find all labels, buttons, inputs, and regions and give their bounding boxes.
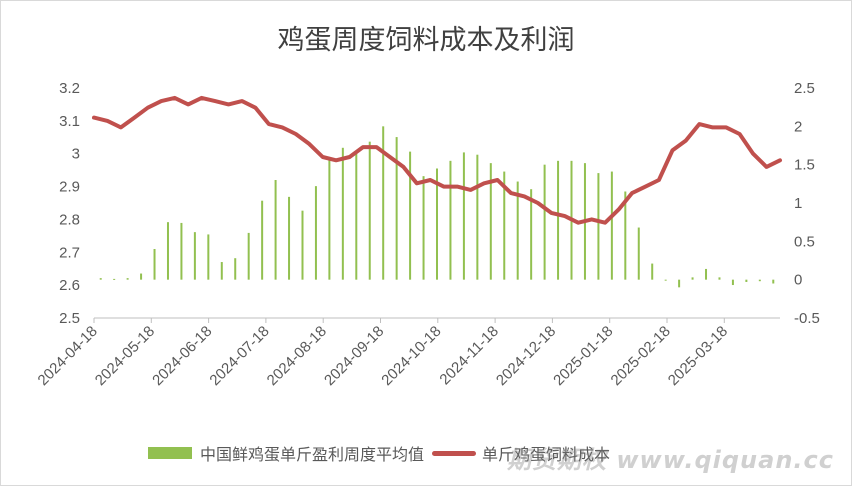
- bar: [436, 168, 438, 280]
- bar: [691, 277, 694, 280]
- bar: [261, 200, 264, 280]
- bar: [422, 176, 425, 280]
- bar: [247, 232, 250, 280]
- x-tick-label: 2024-09-18: [321, 323, 387, 389]
- x-tick-label: 2025-02-18: [608, 323, 674, 389]
- watermark: 期货期权 www.qiquan.cc: [507, 446, 834, 474]
- bar: [126, 278, 129, 280]
- y-right-tick-label: 1.5: [794, 157, 815, 174]
- bar: [99, 278, 102, 280]
- bar: [355, 152, 358, 280]
- y-left-tick-label: 2.6: [59, 277, 80, 294]
- bar: [314, 186, 317, 280]
- chart-legend: 中国鲜鸡蛋单斤盈利周度平均值 单斤鸡蛋饲料成本: [148, 441, 610, 465]
- bar: [220, 262, 223, 280]
- y-left-tick-label: 3.1: [59, 113, 80, 130]
- y-left-tick-label: 2.9: [59, 179, 80, 196]
- bar: [516, 181, 519, 280]
- x-tick-label: 2024-11-18: [436, 323, 501, 388]
- bar: [489, 163, 492, 280]
- legend-line-label: 单斤鸡蛋饲料成本: [482, 445, 611, 464]
- x-tick-label: 2024-08-18: [264, 323, 330, 389]
- bar: [664, 279, 667, 281]
- bar: [382, 126, 385, 280]
- bar: [597, 173, 600, 280]
- y-left-tick-label: 3.2: [59, 80, 80, 97]
- bar: [651, 263, 654, 280]
- bar: [718, 277, 721, 280]
- bar: [745, 279, 748, 282]
- bar: [395, 137, 398, 280]
- bar: [288, 196, 291, 280]
- x-tick-label: 2024-06-18: [149, 323, 215, 389]
- bar: [637, 227, 640, 280]
- y-left-tick-label: 2.7: [59, 244, 80, 261]
- bar: [476, 154, 479, 280]
- bar: [180, 222, 183, 280]
- x-tick-label: 2024-12-18: [493, 323, 559, 389]
- y-right-tick-label: 2: [794, 118, 802, 135]
- bar: [301, 210, 304, 280]
- y-right-tick-label: -0.5: [794, 310, 820, 327]
- legend-bar-swatch: [148, 447, 192, 459]
- bar: [462, 152, 465, 280]
- bar: [166, 222, 169, 280]
- bar: [409, 151, 412, 280]
- chart-title: 鸡蛋周度饲料成本及利润: [277, 25, 575, 56]
- bar: [328, 157, 331, 280]
- bar: [772, 279, 775, 284]
- bar: [678, 279, 681, 288]
- bar: [705, 268, 708, 280]
- bar: [193, 232, 196, 280]
- bar: [610, 171, 613, 280]
- bar: [153, 249, 156, 280]
- x-tick-label: 2024-07-18: [206, 323, 272, 389]
- x-tick-label: 2025-03-18: [665, 323, 731, 389]
- x-tick-label: 2025-01-18: [550, 323, 616, 389]
- bar: [234, 258, 237, 280]
- x-tick-label: 2024-10-18: [378, 323, 444, 389]
- bar: [503, 171, 506, 280]
- y-right-tick-label: 0: [794, 272, 802, 289]
- bar: [368, 141, 371, 280]
- y-right-tick-label: 2.5: [794, 80, 815, 97]
- bar: [341, 147, 344, 280]
- bar: [530, 189, 533, 280]
- y-right-tick-label: 0.5: [794, 233, 815, 250]
- bar: [731, 279, 734, 286]
- bar: [557, 160, 560, 280]
- y-left-tick-label: 2.5: [59, 310, 80, 327]
- bar: [207, 234, 210, 280]
- legend-bar-label: 中国鲜鸡蛋单斤盈利周度平均值: [200, 445, 425, 464]
- y-right-tick-label: 1: [794, 195, 802, 212]
- cost-line: [92, 95, 782, 225]
- bar: [624, 191, 627, 280]
- x-tick-label: 2024-04-18: [35, 323, 101, 389]
- bar: [543, 164, 546, 280]
- y-left-tick-label: 2.8: [59, 211, 80, 228]
- x-tick-label: 2024-05-18: [92, 323, 158, 389]
- bar: [449, 160, 452, 280]
- bar: [758, 279, 761, 282]
- bar: [113, 278, 116, 280]
- bar: [274, 180, 277, 280]
- line-series: [92, 95, 782, 225]
- bar: [140, 273, 143, 280]
- y-left-tick-label: 3: [72, 146, 80, 163]
- legend-line-swatch: [432, 450, 477, 456]
